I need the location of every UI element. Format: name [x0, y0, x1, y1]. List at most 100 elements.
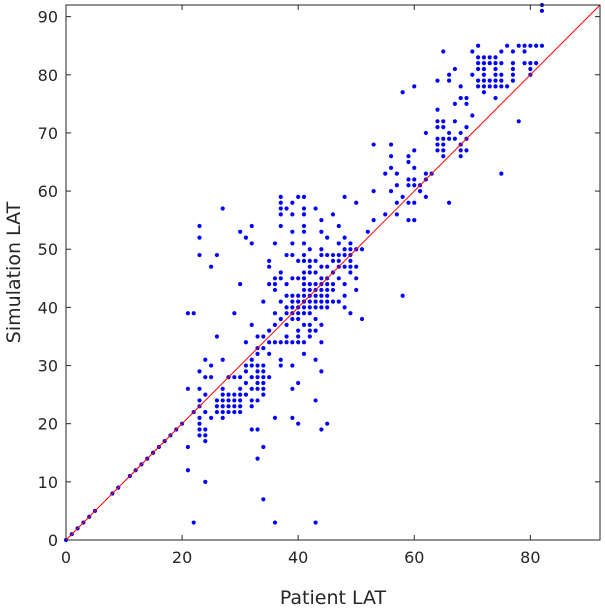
data-point [528, 61, 533, 66]
data-point [307, 247, 312, 252]
data-point [249, 241, 254, 246]
data-point [220, 392, 225, 397]
data-point [446, 200, 452, 205]
y-tick-label: 10 [38, 473, 58, 492]
data-point [203, 392, 208, 397]
data-point [301, 351, 307, 357]
data-point [481, 84, 487, 89]
data-point [394, 200, 399, 205]
data-point [476, 84, 481, 89]
data-point [272, 340, 278, 345]
data-point [301, 212, 307, 217]
data-point [261, 392, 266, 397]
data-point [394, 212, 399, 217]
data-point [238, 392, 243, 397]
data-point [319, 287, 324, 293]
data-point [354, 287, 359, 293]
data-point [203, 375, 208, 380]
data-point [220, 206, 225, 211]
data-point [313, 357, 318, 362]
data-point [232, 409, 237, 415]
data-point [539, 43, 545, 48]
data-point [452, 136, 457, 141]
data-point [476, 43, 481, 48]
data-point [296, 328, 301, 333]
data-point [290, 415, 295, 420]
data-point [249, 322, 254, 327]
data-point [394, 171, 399, 176]
data-point [307, 264, 312, 269]
data-point [313, 328, 318, 333]
data-point [522, 43, 527, 48]
data-point [336, 276, 341, 281]
data-point [301, 282, 307, 287]
y-tick-label: 90 [38, 8, 58, 27]
data-point [197, 398, 202, 403]
data-point [220, 409, 225, 415]
data-point [441, 154, 446, 159]
data-point [423, 130, 428, 136]
data-point [388, 165, 394, 170]
data-point [261, 380, 266, 386]
data-point [197, 386, 202, 391]
data-point [301, 229, 307, 234]
data-point [412, 218, 417, 223]
data-point [325, 264, 330, 269]
data-point [267, 340, 272, 345]
data-point [185, 444, 190, 450]
data-point [441, 49, 446, 54]
data-point [290, 293, 295, 298]
data-point [238, 229, 243, 234]
data-point [493, 61, 498, 66]
data-point [313, 305, 318, 310]
data-point [458, 148, 463, 153]
data-point [203, 427, 208, 432]
data-point [249, 223, 254, 229]
data-point [232, 404, 237, 409]
data-point [336, 299, 341, 304]
data-point [470, 72, 475, 77]
data-point [325, 305, 330, 310]
data-point [209, 363, 214, 368]
data-point [325, 299, 330, 304]
data-point [307, 334, 312, 339]
data-point [203, 433, 208, 438]
data-point [499, 72, 504, 77]
data-point [261, 375, 266, 380]
data-point [325, 421, 330, 426]
data-point [296, 299, 301, 304]
data-point [296, 421, 301, 426]
data-point [307, 305, 312, 310]
data-point [290, 229, 295, 234]
data-point [301, 258, 307, 263]
data-point [290, 363, 295, 368]
data-point [499, 49, 504, 54]
data-point [278, 363, 283, 368]
data-point [301, 270, 307, 275]
data-point [255, 375, 260, 380]
data-point [197, 252, 202, 258]
x-tick-label: 80 [520, 548, 540, 567]
data-point [342, 293, 347, 298]
data-point [342, 194, 347, 199]
data-point [191, 520, 196, 525]
data-point [365, 229, 370, 234]
data-point [464, 148, 469, 153]
data-point [214, 334, 220, 339]
data-point [388, 154, 394, 159]
data-point [325, 287, 330, 293]
data-point [342, 264, 347, 269]
data-point [296, 276, 301, 281]
data-point [296, 194, 301, 199]
data-point [290, 340, 295, 345]
data-point [354, 276, 359, 281]
data-point [313, 398, 318, 403]
data-point [371, 188, 376, 194]
data-point [522, 49, 527, 54]
data-point [493, 55, 498, 60]
data-point [290, 241, 295, 246]
data-point [354, 200, 359, 205]
data-point [394, 183, 399, 188]
data-point [336, 252, 341, 258]
data-point [464, 125, 469, 130]
